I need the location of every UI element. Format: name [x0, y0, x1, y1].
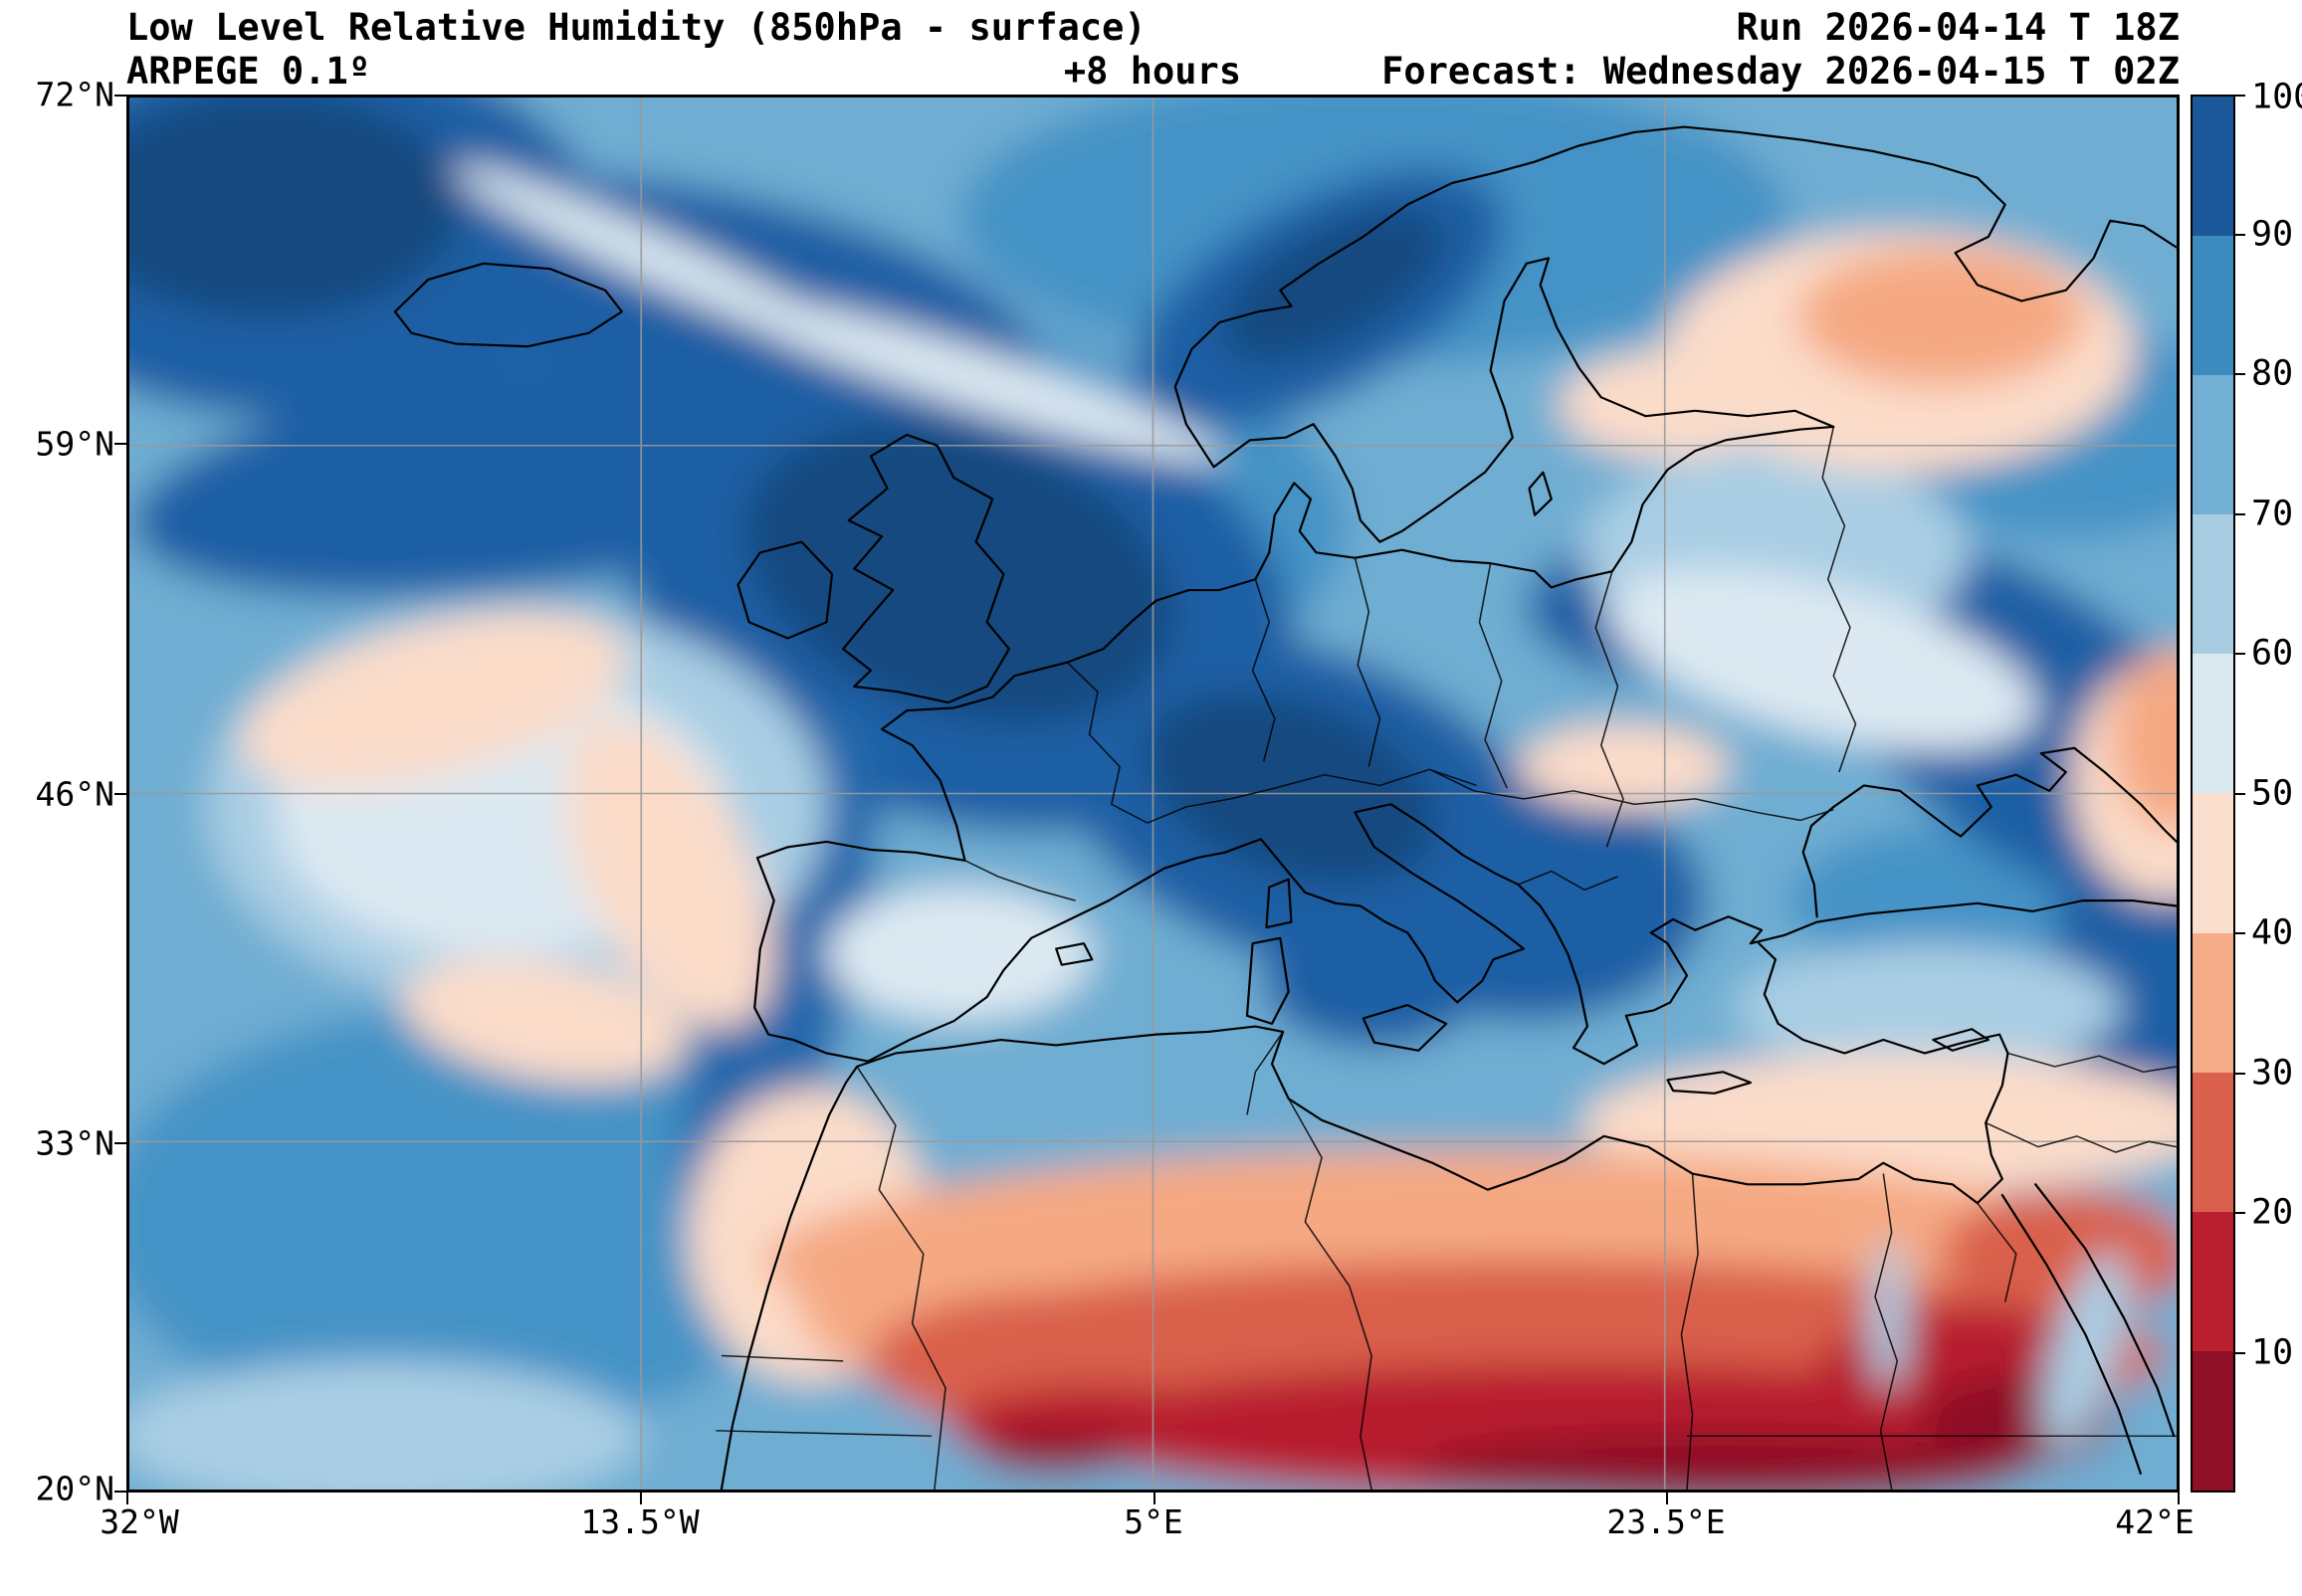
colorbar-label-50: 50	[2251, 773, 2294, 813]
colorbar-segment	[2193, 1350, 2233, 1491]
lat-tick-72n: 72°N	[35, 75, 114, 114]
forecast-timestamp: Forecast: Wednesday 2026-04-15 T 02Z	[1381, 50, 2180, 93]
colorbar-label-40: 40	[2251, 912, 2294, 953]
colorbar-tick	[2235, 932, 2245, 934]
x-axis-tick	[1666, 1493, 1668, 1504]
colorbar-tick	[2235, 653, 2245, 655]
colorbar-segment	[2193, 514, 2233, 655]
x-axis-tick	[1153, 1493, 1155, 1504]
model-label: ARPEGE 0.1º	[126, 50, 371, 93]
colorbar-label-100: 100	[2251, 77, 2302, 117]
colorbar-label-20: 20	[2251, 1192, 2294, 1233]
lon-tick-23-5e: 23.5°E	[1606, 1502, 1726, 1541]
graticule	[129, 98, 2177, 1490]
x-axis-tick	[2178, 1493, 2180, 1504]
colorbar-label-90: 90	[2251, 214, 2294, 254]
colorbar-segment	[2193, 793, 2233, 933]
colorbar-segment	[2193, 375, 2233, 515]
colorbar-label-70: 70	[2251, 494, 2294, 533]
humidity-map	[126, 95, 2180, 1493]
colorbar-tick	[2235, 1212, 2245, 1214]
lead-time-label: +8 hours	[1063, 50, 1242, 93]
colorbar-tick	[2235, 792, 2245, 795]
colorbar-segment	[2193, 1211, 2233, 1351]
colorbar-label-60: 60	[2251, 633, 2294, 674]
colorbar-segment	[2193, 654, 2233, 794]
chart-title: Low Level Relative Humidity (850hPa - su…	[126, 6, 1147, 49]
y-axis-tick	[114, 793, 126, 795]
colorbar-tick	[2235, 512, 2245, 515]
country-borders	[716, 426, 2177, 1490]
colorbar-tick	[2235, 1072, 2245, 1075]
y-axis-tick	[114, 1491, 126, 1493]
colorbar	[2191, 95, 2235, 1493]
lon-tick-42e: 42°E	[2115, 1502, 2195, 1541]
lon-tick-13-5w: 13.5°W	[580, 1502, 700, 1541]
x-axis-tick	[126, 1493, 128, 1504]
y-axis-tick	[114, 95, 126, 97]
colorbar-segment	[2193, 97, 2233, 237]
colorbar-tick	[2235, 95, 2245, 97]
lon-tick-32w: 32°W	[100, 1502, 179, 1541]
lat-tick-46n: 46°N	[35, 774, 114, 814]
lon-tick-5e: 5°E	[1124, 1502, 1183, 1541]
lat-tick-20n: 20°N	[35, 1469, 114, 1508]
colorbar-segment	[2193, 932, 2233, 1073]
run-timestamp: Run 2026-04-14 T 18Z	[1736, 6, 2180, 49]
humidity-field	[129, 98, 2177, 1490]
x-axis-tick	[640, 1493, 642, 1504]
colorbar-label-30: 30	[2251, 1053, 2294, 1093]
colorbar-tick	[2235, 233, 2245, 236]
colorbar-label-10: 10	[2251, 1332, 2294, 1372]
colorbar-tick	[2235, 1351, 2245, 1354]
colorbar-segment	[2193, 1072, 2233, 1212]
colorbar-segment	[2193, 236, 2233, 376]
colorbar-tick	[2235, 373, 2245, 375]
coastlines	[393, 125, 2177, 1490]
y-axis-tick	[114, 1142, 126, 1144]
humidity-field-svg	[129, 98, 2177, 1490]
lat-tick-33n: 33°N	[35, 1123, 114, 1163]
colorbar-label-80: 80	[2251, 353, 2294, 394]
lat-tick-59n: 59°N	[35, 424, 114, 464]
y-axis-tick	[114, 443, 126, 445]
